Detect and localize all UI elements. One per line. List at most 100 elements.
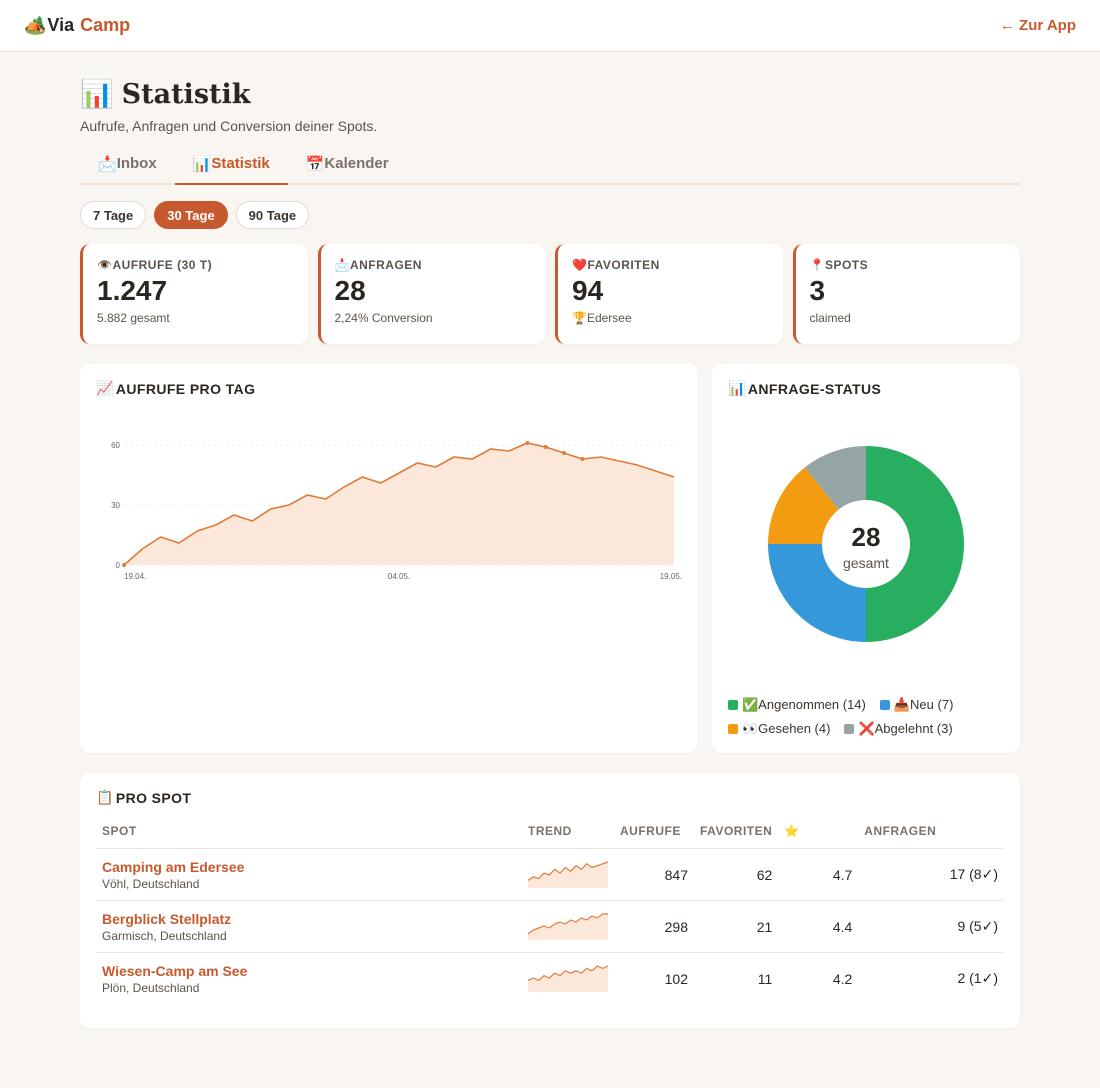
donut-slice[interactable] — [768, 544, 866, 642]
envelope-icon: 📩 — [98, 156, 117, 173]
legend-swatch — [728, 724, 738, 734]
trend-sparkline — [527, 965, 609, 993]
x-tick-label: 19.05. — [660, 572, 682, 581]
page-title: 📊 Statistik — [80, 78, 1020, 111]
back-to-app-link[interactable]: ← Zur App — [999, 17, 1076, 34]
main-content: 📊 Statistik Aufrufe, Anfragen und Conver… — [80, 52, 1020, 1028]
table-header-row: SPOT TREND AUFRUFE FAVORITEN ⭐ ANFRAGEN — [96, 824, 1004, 849]
rating-cell: 4.7 — [778, 848, 859, 901]
views-area — [124, 443, 674, 565]
kpi-label: 📩ANFRAGEN — [334, 258, 422, 272]
data-point[interactable] — [543, 445, 548, 449]
favorites-cell: 11 — [757, 970, 773, 987]
kpi-sub: 🏆Edersee — [572, 310, 632, 325]
logo[interactable]: 🏕️ Via Camp — [24, 15, 130, 36]
table-row[interactable]: Wiesen-Camp am See Plön, Deutschland 102 11… — [96, 953, 1004, 1005]
sparkline-line — [527, 965, 609, 982]
legend-swatch — [728, 700, 738, 710]
column-header-favorites: FAVORITEN — [694, 824, 779, 849]
range-selector: 7 Tage 30 Tage 90 Tage — [80, 201, 1020, 229]
table-row[interactable]: Camping am Edersee Vöhl, Deutschland 847 62… — [96, 848, 1004, 901]
calendar-icon: 📅 — [305, 156, 325, 173]
spot-name-link[interactable]: Bergblick Stellplatz — [102, 910, 232, 927]
tab-label: Statistik — [211, 155, 270, 172]
trend-sparkline — [527, 861, 609, 888]
legend-item-seen: 👀Gesehen (4) — [728, 721, 830, 737]
chart-icon: 📊 — [728, 380, 746, 396]
request-status-card: 📊 ANFRAGE-STATUS 28 gesamt ✅Angenommen (1… — [712, 364, 1020, 753]
spot-cell: Wiesen-Camp am See Plön, Deutschland — [96, 953, 522, 1005]
requests-cell: 17 (8✓) — [858, 848, 1004, 901]
column-header-trend: TREND — [522, 824, 614, 849]
spot-name-link[interactable]: Camping am Edersee — [102, 858, 245, 875]
y-tick-label: 30 — [111, 501, 120, 510]
top-bar: 🏕️ Via Camp ← Zur App — [0, 0, 1100, 52]
requests-cell: 2 (1✓) — [957, 970, 998, 987]
sparkline-area — [528, 914, 608, 940]
legend-swatch — [879, 700, 890, 710]
favorites-cell: 62 — [694, 848, 779, 901]
range-30-days-button[interactable]: 30 Tage — [154, 201, 228, 229]
table-row[interactable]: Bergblick Stellplatz Garmisch, Deutschlan… — [96, 900, 1004, 953]
tab-kalender[interactable]: 📅 Kalender — [288, 152, 407, 183]
tab-inbox[interactable]: 📩 Inbox — [80, 152, 175, 183]
kpi-card-spots: 📍SPOTS 3 claimed — [792, 244, 1020, 344]
kpi-card-views: 👁️AUFRUFE (30 T) 1.247 5.882 gesamt — [80, 244, 308, 344]
x-tick-label: 19.04. — [124, 572, 146, 581]
sparkline-line — [527, 913, 608, 935]
kpi-value: 94 — [572, 275, 604, 306]
donut-slice[interactable] — [768, 467, 839, 544]
legend-swatch — [844, 724, 855, 734]
range-90-days-button[interactable]: 90 Tage — [235, 201, 310, 229]
data-point[interactable] — [580, 457, 585, 461]
kpi-sub: 5.882 gesamt — [97, 310, 170, 325]
tent-icon: 🏕️ — [24, 15, 47, 35]
data-point[interactable] — [562, 451, 566, 455]
logo-text-camp: Camp — [80, 15, 131, 35]
spot-name-link[interactable]: Wiesen-Camp am See — [102, 962, 248, 979]
charts-row: 📈 AUFRUFE PRO TAG 0 30 60 19.04. 04.05. 19.05… — [80, 364, 1020, 753]
kpi-value: 28 — [334, 275, 366, 306]
x-tick-label: 04.05. — [388, 572, 410, 581]
spot-cell: Camping am Edersee Vöhl, Deutschland — [96, 848, 522, 901]
column-header-spot: SPOT — [96, 824, 522, 849]
kpi-label: 👁️AUFRUFE (30 T) — [97, 258, 213, 272]
envelope-icon: 📩 — [334, 258, 350, 272]
spot-table-body: Camping am Edersee Vöhl, Deutschland 847 62… — [96, 848, 1004, 1005]
data-point[interactable] — [525, 441, 530, 445]
sparkline-area — [528, 862, 608, 888]
y-tick-label: 0 — [116, 561, 121, 570]
legend-item-rejected: ❌Abgelehnt (3) — [844, 721, 953, 737]
trend-cell — [522, 953, 614, 1005]
trend-sparkline — [527, 913, 608, 940]
favorites-cell: 21 — [694, 900, 779, 953]
views-per-day-card: 📈 AUFRUFE PRO TAG 0 30 60 19.04. 04.05. 19.05… — [80, 364, 698, 753]
card-title: 📊 ANFRAGE-STATUS — [728, 380, 882, 397]
spot-location: Plön, Deutschland — [102, 980, 200, 995]
trend-cell — [522, 900, 614, 953]
kpi-sub: claimed — [809, 310, 851, 325]
sparkline-area — [528, 966, 608, 993]
range-7-days-button[interactable]: 7 Tage — [80, 201, 147, 229]
spot-location: Garmisch, Deutschland — [102, 928, 227, 943]
eye-icon: 👁️ — [97, 258, 113, 272]
kpi-label: 📍SPOTS — [809, 258, 869, 272]
sparkline-line — [527, 861, 609, 881]
donut-slice[interactable] — [866, 446, 964, 642]
donut-slice[interactable] — [804, 446, 866, 510]
spot-table: SPOT TREND AUFRUFE FAVORITEN ⭐ ANFRAGEN … — [96, 824, 1004, 1005]
spot-cell: Bergblick Stellplatz Garmisch, Deutschlan… — [96, 900, 522, 953]
views-cell: 102 — [664, 970, 688, 987]
column-header-views: AUFRUFE — [614, 824, 694, 849]
kpi-label: ❤️FAVORITEN — [572, 258, 660, 272]
data-point[interactable] — [122, 563, 126, 567]
kpi-value: 1.247 — [97, 275, 168, 306]
trend-cell — [522, 848, 614, 901]
clipboard-icon: 📋 — [96, 789, 114, 805]
tab-statistik[interactable]: 📊 Statistik — [174, 152, 288, 185]
y-tick-label: 60 — [111, 441, 120, 450]
kpi-card-favorites: ❤️FAVORITEN 94 🏆Edersee — [555, 244, 783, 344]
column-header-requests: ANFRAGEN — [858, 824, 1004, 849]
page-subtitle: Aufrufe, Anfragen und Conversion deiner … — [80, 118, 378, 134]
chart-icon: 📊 — [192, 156, 212, 173]
